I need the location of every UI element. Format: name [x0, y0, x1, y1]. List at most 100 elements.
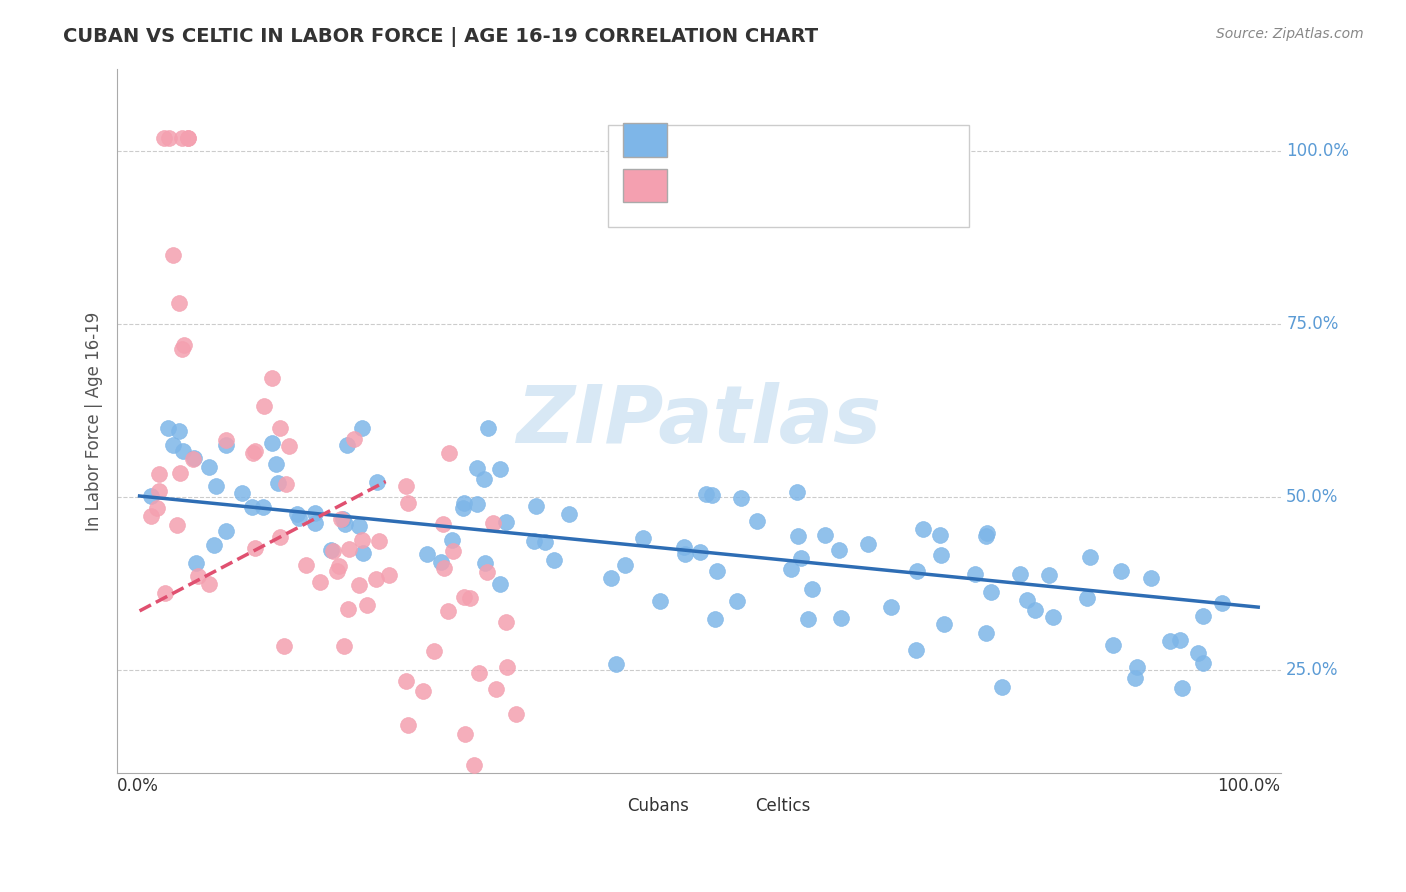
Point: [278, 439, 301, 453]
Point: [356, 598, 378, 612]
Point: [1139, 570, 1161, 584]
Text: N = 105: N = 105: [815, 129, 890, 147]
Point: [786, 485, 808, 500]
Point: [631, 532, 654, 546]
Point: [600, 572, 623, 586]
Point: [1192, 609, 1215, 624]
Point: [505, 706, 527, 721]
Point: [139, 508, 162, 523]
Point: [453, 496, 475, 510]
Point: [1015, 592, 1038, 607]
Text: R = -0.511: R = -0.511: [682, 129, 778, 147]
Text: 25.0%: 25.0%: [1286, 661, 1339, 679]
Point: [533, 535, 555, 549]
Point: [242, 446, 264, 460]
Point: [496, 659, 519, 673]
Point: [463, 758, 485, 772]
Point: [747, 514, 769, 528]
Point: [197, 576, 219, 591]
Text: CUBAN VS CELTIC IN LABOR FORCE | AGE 16-19 CORRELATION CHART: CUBAN VS CELTIC IN LABOR FORCE | AGE 16-…: [63, 27, 818, 46]
FancyBboxPatch shape: [623, 169, 668, 202]
Point: [395, 479, 418, 493]
Text: 50.0%: 50.0%: [1286, 488, 1339, 506]
Point: [790, 550, 813, 565]
FancyBboxPatch shape: [623, 123, 668, 157]
Point: [269, 530, 291, 544]
Point: [245, 443, 267, 458]
Point: [605, 657, 627, 671]
Text: 100.0%: 100.0%: [1218, 777, 1281, 795]
Point: [422, 643, 444, 657]
Point: [231, 486, 253, 500]
Point: [162, 248, 184, 262]
Point: [396, 718, 419, 732]
Point: [489, 576, 512, 591]
Point: [830, 610, 852, 624]
Point: [169, 424, 191, 438]
Point: [294, 558, 316, 572]
Point: [184, 556, 207, 570]
Point: [614, 558, 637, 572]
Point: [558, 507, 581, 521]
Point: [350, 421, 373, 435]
Point: [477, 421, 499, 435]
Point: [343, 432, 366, 446]
Text: 0.0%: 0.0%: [117, 777, 159, 795]
Point: [1010, 567, 1032, 582]
Point: [167, 296, 190, 310]
Point: [467, 665, 489, 680]
Point: [907, 564, 929, 578]
Point: [1123, 671, 1146, 685]
Point: [440, 533, 463, 547]
Point: [329, 512, 352, 526]
Text: 75.0%: 75.0%: [1286, 315, 1339, 334]
Point: [333, 639, 356, 653]
Point: [828, 543, 851, 558]
Point: [148, 484, 170, 499]
Point: [430, 555, 453, 569]
Point: [337, 542, 360, 557]
Point: [350, 533, 373, 547]
Point: [336, 602, 359, 616]
Y-axis label: In Labor Force | Age 16-19: In Labor Force | Age 16-19: [86, 311, 103, 531]
Point: [183, 451, 205, 466]
Point: [336, 438, 359, 452]
Point: [170, 130, 193, 145]
Point: [162, 438, 184, 452]
Point: [495, 515, 517, 529]
Point: [153, 130, 176, 145]
Point: [157, 130, 180, 145]
Point: [396, 496, 419, 510]
Point: [304, 506, 326, 520]
Point: [367, 533, 389, 548]
Point: [1159, 634, 1181, 648]
Point: [725, 593, 748, 607]
Point: [1109, 564, 1132, 578]
Point: [1126, 659, 1149, 673]
Point: [1038, 568, 1060, 582]
Text: Cubans: Cubans: [627, 797, 689, 815]
Point: [1171, 681, 1194, 695]
Point: [458, 591, 481, 605]
Point: [352, 545, 374, 559]
Point: [176, 130, 198, 145]
Point: [695, 486, 717, 500]
Point: [990, 681, 1012, 695]
Point: [523, 533, 546, 548]
Point: [145, 501, 167, 516]
Point: [273, 639, 295, 653]
Point: [215, 438, 238, 452]
Point: [1042, 610, 1064, 624]
Point: [1187, 646, 1209, 660]
Point: [166, 517, 188, 532]
FancyBboxPatch shape: [609, 125, 969, 227]
Point: [780, 562, 803, 576]
Point: [252, 500, 274, 515]
Point: [176, 130, 198, 145]
Point: [416, 547, 439, 561]
Point: [205, 479, 228, 493]
Text: ZIPatlas: ZIPatlas: [516, 382, 882, 460]
Point: [1168, 633, 1191, 648]
FancyBboxPatch shape: [588, 796, 621, 817]
Point: [856, 537, 879, 551]
